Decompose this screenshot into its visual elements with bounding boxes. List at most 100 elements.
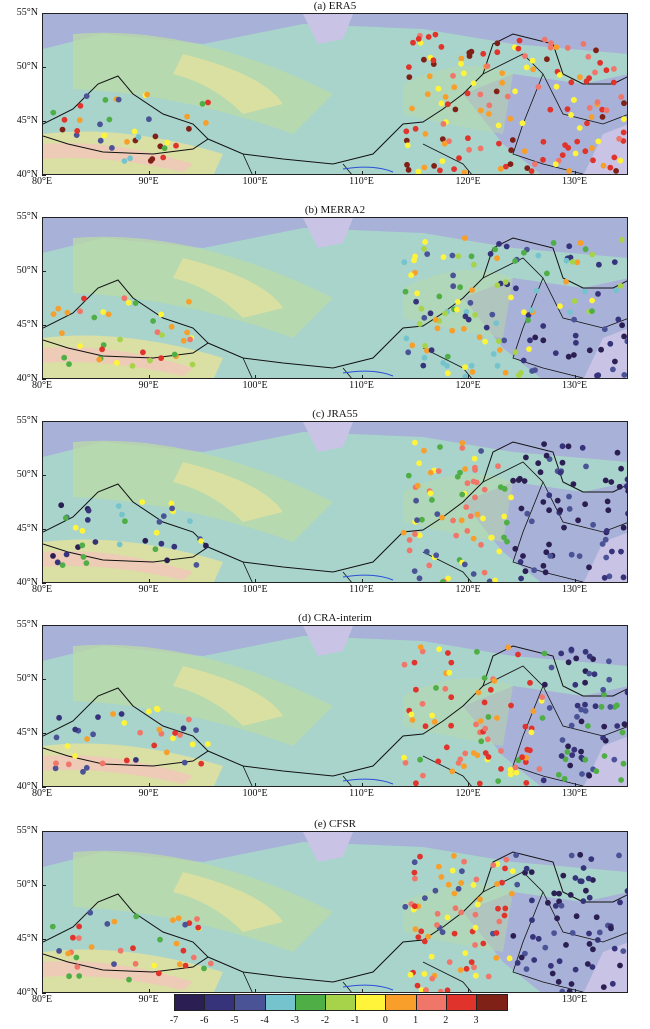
station-marker [574, 138, 581, 145]
map-panel-cfsr: (e) CFSR55°N50°N45°N40°N80°E90°E100°E110… [0, 818, 650, 1008]
colorbar-segment [446, 995, 477, 1010]
station-marker [488, 534, 495, 541]
station-markers [50, 235, 627, 378]
station-marker [545, 899, 551, 906]
station-marker [544, 270, 550, 277]
station-marker [508, 702, 514, 709]
station-marker [84, 517, 91, 523]
station-marker [452, 106, 459, 113]
station-marker [535, 252, 542, 259]
station-marker [504, 538, 510, 545]
lon-tick [148, 783, 150, 787]
station-marker [600, 686, 607, 693]
lon-tick [361, 375, 363, 379]
station-marker [551, 890, 558, 897]
station-marker [140, 349, 146, 356]
station-marker [408, 711, 415, 718]
station-marker [469, 287, 475, 293]
station-marker [601, 574, 608, 581]
station-marker [124, 138, 130, 145]
station-marker [535, 84, 542, 90]
lon-label: 120°E [455, 788, 481, 799]
station-marker [546, 705, 553, 711]
station-marker [494, 881, 500, 887]
station-marker [530, 934, 536, 940]
station-marker [125, 299, 132, 306]
station-marker [528, 168, 535, 174]
station-marker [421, 971, 428, 977]
station-marker [549, 970, 556, 977]
station-marker [173, 142, 179, 149]
station-marker [456, 155, 462, 162]
station-marker [157, 936, 163, 943]
colorbar-label: 1 [413, 1015, 419, 1026]
station-marker [520, 357, 527, 364]
station-marker [437, 988, 444, 992]
station-marker [470, 571, 477, 577]
station-marker [160, 154, 167, 161]
station-marker [615, 316, 622, 323]
lat-label: 45°N [16, 727, 38, 738]
lat-tick [42, 885, 46, 886]
station-marker [522, 723, 529, 730]
lat-tick [42, 217, 46, 218]
station-marker [468, 253, 475, 260]
station-marker [439, 514, 445, 521]
station-marker [598, 346, 604, 353]
station-marker [559, 988, 566, 992]
station-marker [137, 729, 143, 736]
colorbar-segment [325, 995, 357, 1010]
station-marker [574, 702, 581, 709]
station-marker [455, 885, 462, 892]
station-marker [560, 872, 567, 879]
station-marker [557, 507, 564, 514]
terrain-map [43, 832, 627, 992]
station-marker [541, 681, 548, 688]
station-marker [426, 562, 433, 569]
station-marker [620, 760, 627, 767]
station-marker [440, 121, 447, 127]
station-marker [444, 101, 451, 108]
station-marker [402, 903, 409, 910]
station-marker [517, 559, 524, 565]
lat-tick [42, 625, 46, 626]
station-marker [614, 723, 621, 729]
station-marker [96, 356, 103, 363]
station-marker [470, 80, 477, 87]
station-marker [572, 681, 579, 688]
station-marker [80, 554, 87, 560]
station-marker [510, 477, 516, 484]
station-marker [603, 107, 610, 114]
lon-tick [148, 579, 150, 583]
station-marker [83, 93, 90, 99]
station-marker [451, 852, 457, 859]
station-marker [491, 678, 498, 684]
station-marker [568, 646, 575, 653]
station-marker [421, 245, 427, 252]
station-marker [413, 686, 419, 693]
station-marker [579, 444, 586, 451]
station-marker [427, 469, 434, 476]
station-marker [548, 40, 554, 46]
station-marker [559, 737, 566, 743]
station-marker [601, 326, 608, 333]
station-marker [598, 703, 605, 710]
station-marker [572, 875, 579, 881]
station-marker [470, 535, 477, 542]
station-marker [518, 505, 525, 512]
station-marker [414, 982, 421, 989]
station-marker [518, 370, 524, 376]
station-marker [540, 777, 547, 784]
station-marker [434, 910, 441, 917]
station-marker [600, 984, 607, 990]
station-marker [586, 564, 592, 571]
station-marker [586, 894, 593, 901]
station-marker [570, 97, 577, 103]
station-marker [466, 146, 472, 153]
station-marker [436, 293, 443, 300]
station-marker [438, 100, 445, 107]
station-marker [525, 312, 532, 318]
station-marker [150, 318, 156, 324]
station-marker [423, 987, 429, 992]
station-marker [518, 954, 525, 961]
